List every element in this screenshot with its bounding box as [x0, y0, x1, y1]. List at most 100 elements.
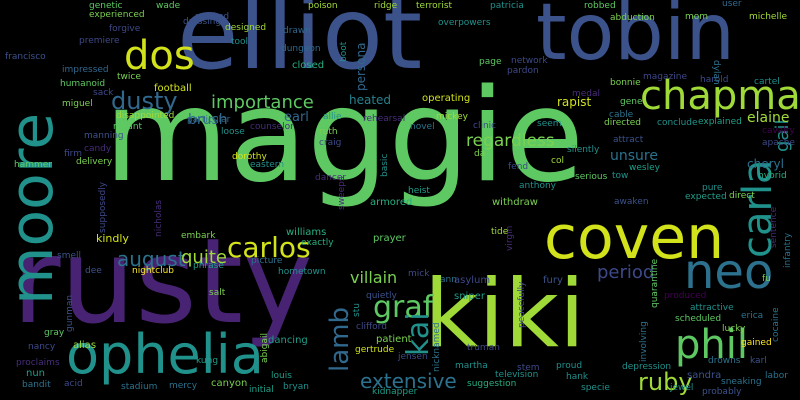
- word: alias: [73, 340, 97, 351]
- word: counselor: [250, 122, 294, 132]
- word: coven: [544, 203, 725, 273]
- word: bonnie: [610, 78, 641, 88]
- word: gunman: [65, 294, 75, 332]
- word: canyon: [211, 378, 248, 389]
- word: karl: [750, 356, 767, 366]
- word: louis: [271, 371, 292, 381]
- word: smell: [57, 251, 81, 261]
- word: regardless: [466, 131, 555, 151]
- word: acid: [64, 379, 83, 389]
- word: dressing: [183, 17, 222, 27]
- word: explained: [698, 117, 742, 127]
- word: closed: [292, 60, 325, 71]
- word: dylan: [711, 60, 721, 85]
- word: poison: [308, 1, 338, 11]
- word: asylum: [454, 275, 491, 286]
- word: labor: [765, 371, 788, 381]
- word: francisco: [5, 52, 46, 62]
- word: nun: [26, 368, 46, 379]
- word: eastern: [250, 160, 285, 170]
- word: col: [551, 156, 564, 166]
- word: villain: [350, 268, 398, 287]
- word: hybrid: [758, 171, 787, 181]
- word: elaine: [747, 110, 790, 126]
- word: williams: [286, 227, 327, 238]
- word: wade: [156, 1, 181, 11]
- word: bandit: [22, 380, 51, 390]
- word: lamb: [325, 307, 355, 372]
- word: loose: [221, 127, 245, 137]
- word: awaken: [614, 197, 649, 207]
- word: boot: [339, 41, 349, 62]
- word: extensive: [360, 369, 457, 393]
- word: depression: [622, 362, 672, 372]
- word: football: [154, 83, 192, 94]
- word: dancing: [268, 335, 308, 346]
- word: gained: [741, 338, 772, 348]
- word: mick: [408, 269, 430, 279]
- word: medal: [572, 89, 601, 99]
- word: conclude: [657, 118, 698, 128]
- word: novel: [410, 122, 435, 132]
- word: craig: [319, 138, 342, 148]
- word: attractive: [690, 303, 734, 313]
- word: erica: [741, 311, 764, 321]
- word: patient: [376, 334, 412, 345]
- word: candy: [84, 144, 112, 154]
- word: earl: [284, 110, 309, 125]
- word: jewel: [670, 383, 694, 393]
- word: user: [722, 0, 742, 9]
- word: sandra: [687, 370, 722, 381]
- word: rehearsal: [363, 114, 406, 124]
- word: direct: [729, 191, 755, 201]
- word: exactly: [301, 238, 334, 248]
- word: graf: [373, 290, 434, 325]
- word: proclaims: [16, 358, 60, 368]
- word: fury: [543, 275, 563, 286]
- word: picture: [251, 256, 283, 266]
- word: designed: [225, 23, 267, 33]
- word: brush: [188, 112, 228, 128]
- word: manning: [84, 131, 124, 141]
- word: abduction: [610, 13, 655, 23]
- word: chapman: [640, 73, 800, 119]
- word: peacefully: [517, 281, 527, 328]
- word: pardon: [507, 66, 539, 76]
- word: marked: [195, 12, 230, 22]
- word: sentence: [769, 206, 779, 248]
- word: serious: [575, 172, 608, 182]
- word: importance: [211, 92, 314, 113]
- word: carlos: [227, 231, 311, 264]
- word: kung: [196, 356, 219, 366]
- word: basic: [380, 153, 390, 177]
- word: ruby: [638, 368, 693, 396]
- word: heist: [408, 186, 430, 196]
- word: truman: [467, 343, 500, 353]
- word: embark: [181, 231, 216, 241]
- word: mickey: [436, 112, 468, 122]
- word: terrorist: [416, 1, 453, 11]
- word: maggie: [104, 62, 584, 211]
- word: seem: [537, 119, 562, 129]
- word: quite: [181, 247, 227, 268]
- word: ann: [440, 275, 457, 285]
- word: particular: [187, 115, 231, 125]
- word: quietly: [366, 291, 397, 301]
- word: dungeon: [281, 44, 321, 54]
- word: twice: [117, 72, 141, 82]
- word: martha: [455, 361, 488, 371]
- word: humanoid: [60, 79, 106, 89]
- word: silently: [567, 145, 600, 155]
- word: cartel: [754, 77, 780, 87]
- word: phrase: [193, 261, 224, 271]
- word: cocaine: [771, 307, 781, 342]
- word: genetic: [89, 1, 123, 11]
- word: tide: [491, 227, 509, 237]
- word: infantry: [783, 232, 793, 268]
- word: stadium: [121, 382, 158, 392]
- word: probably: [702, 387, 742, 397]
- word: rapist: [557, 95, 592, 109]
- word: cavalry: [762, 126, 795, 136]
- word: heated: [349, 93, 392, 107]
